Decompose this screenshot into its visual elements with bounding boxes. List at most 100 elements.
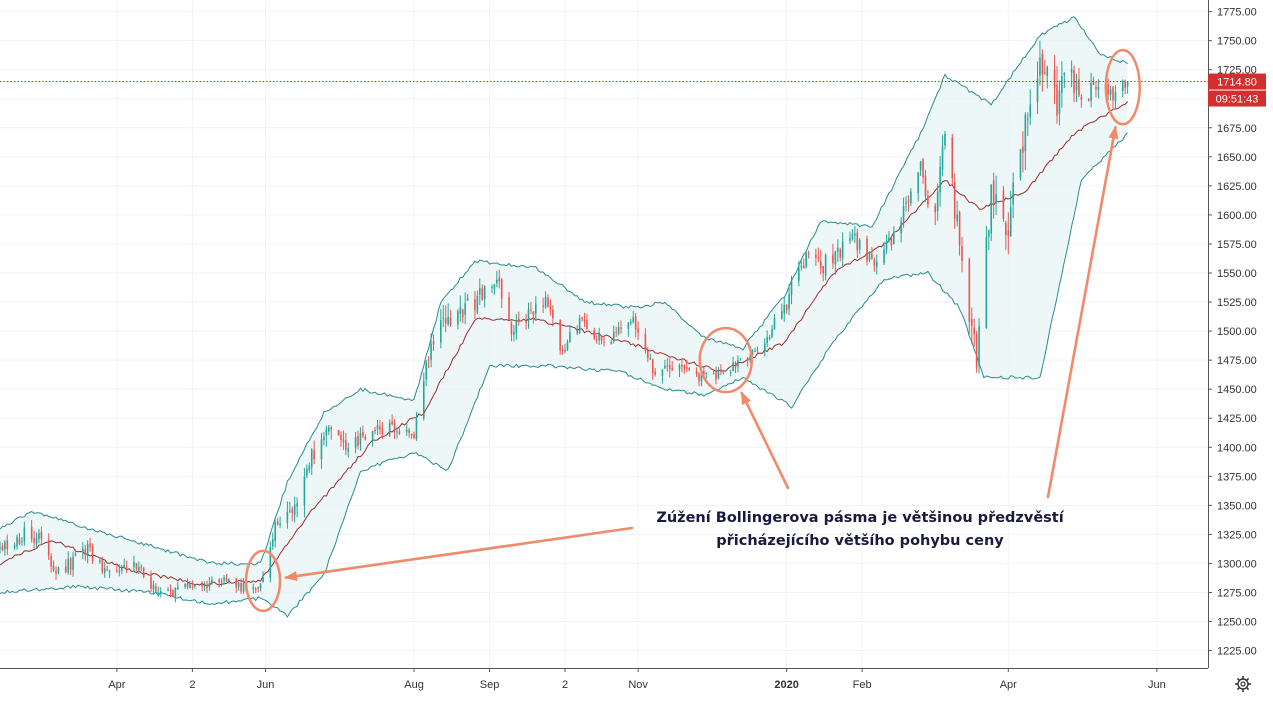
candle-body bbox=[919, 161, 922, 171]
candle bbox=[64, 559, 67, 574]
candle bbox=[152, 580, 155, 594]
candle bbox=[666, 357, 669, 372]
candle bbox=[1053, 55, 1056, 105]
candle-body bbox=[159, 591, 162, 593]
candle-body bbox=[313, 450, 315, 460]
candle bbox=[732, 356, 734, 372]
candle-body bbox=[934, 205, 937, 213]
candle bbox=[4, 539, 6, 556]
candle-body bbox=[342, 439, 345, 443]
y-tick-label: 1225.00 bbox=[1217, 646, 1257, 658]
candle bbox=[683, 364, 686, 374]
candle-body bbox=[167, 589, 169, 591]
candle-body bbox=[415, 419, 418, 440]
candle-body bbox=[449, 317, 452, 325]
candle-body bbox=[279, 523, 281, 526]
candle bbox=[893, 226, 895, 245]
y-tick-label: 1350.00 bbox=[1217, 500, 1257, 512]
candle bbox=[798, 260, 800, 287]
candle-body bbox=[330, 427, 333, 430]
candle-body bbox=[900, 221, 902, 234]
candle-body bbox=[1090, 82, 1092, 101]
candle-body bbox=[405, 429, 408, 432]
candle-body bbox=[873, 260, 876, 266]
annotation-layer: Zúžení Bollingerova pásma je většinou př… bbox=[244, 48, 1142, 613]
candle-body bbox=[1053, 69, 1056, 88]
candle bbox=[712, 370, 715, 375]
candle-body bbox=[306, 468, 308, 476]
candle bbox=[800, 259, 803, 271]
y-tick-label: 1325.00 bbox=[1217, 529, 1257, 541]
candle-body bbox=[569, 332, 571, 343]
candle-body bbox=[595, 339, 598, 341]
candle-body bbox=[86, 544, 89, 557]
candle bbox=[832, 243, 834, 269]
candle-body bbox=[819, 261, 822, 269]
candle bbox=[763, 338, 766, 357]
candle bbox=[313, 440, 315, 465]
candle-body bbox=[206, 584, 208, 589]
candle-body bbox=[118, 570, 121, 572]
candle-body bbox=[40, 531, 43, 539]
candle bbox=[992, 172, 995, 219]
candle-body bbox=[50, 556, 52, 567]
price-badge-layer: 1714.80 09:51:43 bbox=[1208, 73, 1266, 107]
settings-gear-icon[interactable] bbox=[1235, 676, 1251, 692]
candle-body bbox=[500, 279, 503, 299]
candle bbox=[988, 229, 990, 251]
candle-body bbox=[508, 296, 510, 321]
candle bbox=[498, 269, 501, 289]
candle-body bbox=[598, 334, 600, 341]
candle bbox=[578, 314, 581, 335]
candle bbox=[327, 425, 330, 435]
arrow-shaft bbox=[740, 391, 790, 490]
candle-body bbox=[1061, 75, 1063, 93]
candle bbox=[527, 302, 530, 329]
candle-body bbox=[152, 584, 155, 590]
candle bbox=[432, 334, 435, 352]
candle bbox=[481, 284, 484, 301]
candle bbox=[1007, 212, 1010, 255]
candle-body bbox=[376, 425, 379, 430]
candle-body bbox=[303, 476, 306, 506]
candle-body bbox=[768, 337, 771, 339]
candle-body bbox=[237, 582, 240, 587]
candle-body bbox=[1005, 222, 1007, 236]
candle-body bbox=[172, 589, 174, 597]
candle-body bbox=[883, 249, 885, 264]
candle-body bbox=[1124, 82, 1126, 89]
candle-body bbox=[242, 582, 245, 592]
candle-body bbox=[854, 233, 856, 236]
candle-body bbox=[756, 349, 759, 351]
candle bbox=[927, 189, 929, 209]
y-tick-label: 1625.00 bbox=[1217, 181, 1257, 193]
candle-body bbox=[38, 532, 40, 540]
candle-body bbox=[1026, 118, 1029, 120]
candle bbox=[459, 295, 462, 322]
candle bbox=[717, 367, 720, 380]
candle bbox=[681, 359, 683, 373]
candle-body bbox=[958, 211, 961, 246]
candle-body bbox=[1114, 92, 1117, 102]
candle bbox=[379, 420, 381, 435]
candle-body bbox=[681, 364, 683, 367]
candle bbox=[888, 230, 890, 243]
candle-body bbox=[620, 327, 622, 329]
candle-body bbox=[530, 309, 532, 311]
candle-body bbox=[688, 368, 691, 370]
candle bbox=[1046, 65, 1049, 89]
candle-body bbox=[1070, 68, 1073, 73]
candle bbox=[359, 427, 362, 451]
candle bbox=[905, 196, 907, 212]
candle-body bbox=[276, 521, 279, 525]
y-tick-label: 1450.00 bbox=[1217, 384, 1257, 396]
candle bbox=[86, 540, 89, 564]
candle-body bbox=[924, 175, 927, 196]
candle bbox=[715, 366, 717, 385]
candle bbox=[189, 580, 191, 589]
candle bbox=[547, 294, 549, 308]
candle bbox=[637, 321, 639, 341]
candle bbox=[116, 564, 118, 574]
candle-body bbox=[64, 566, 67, 573]
